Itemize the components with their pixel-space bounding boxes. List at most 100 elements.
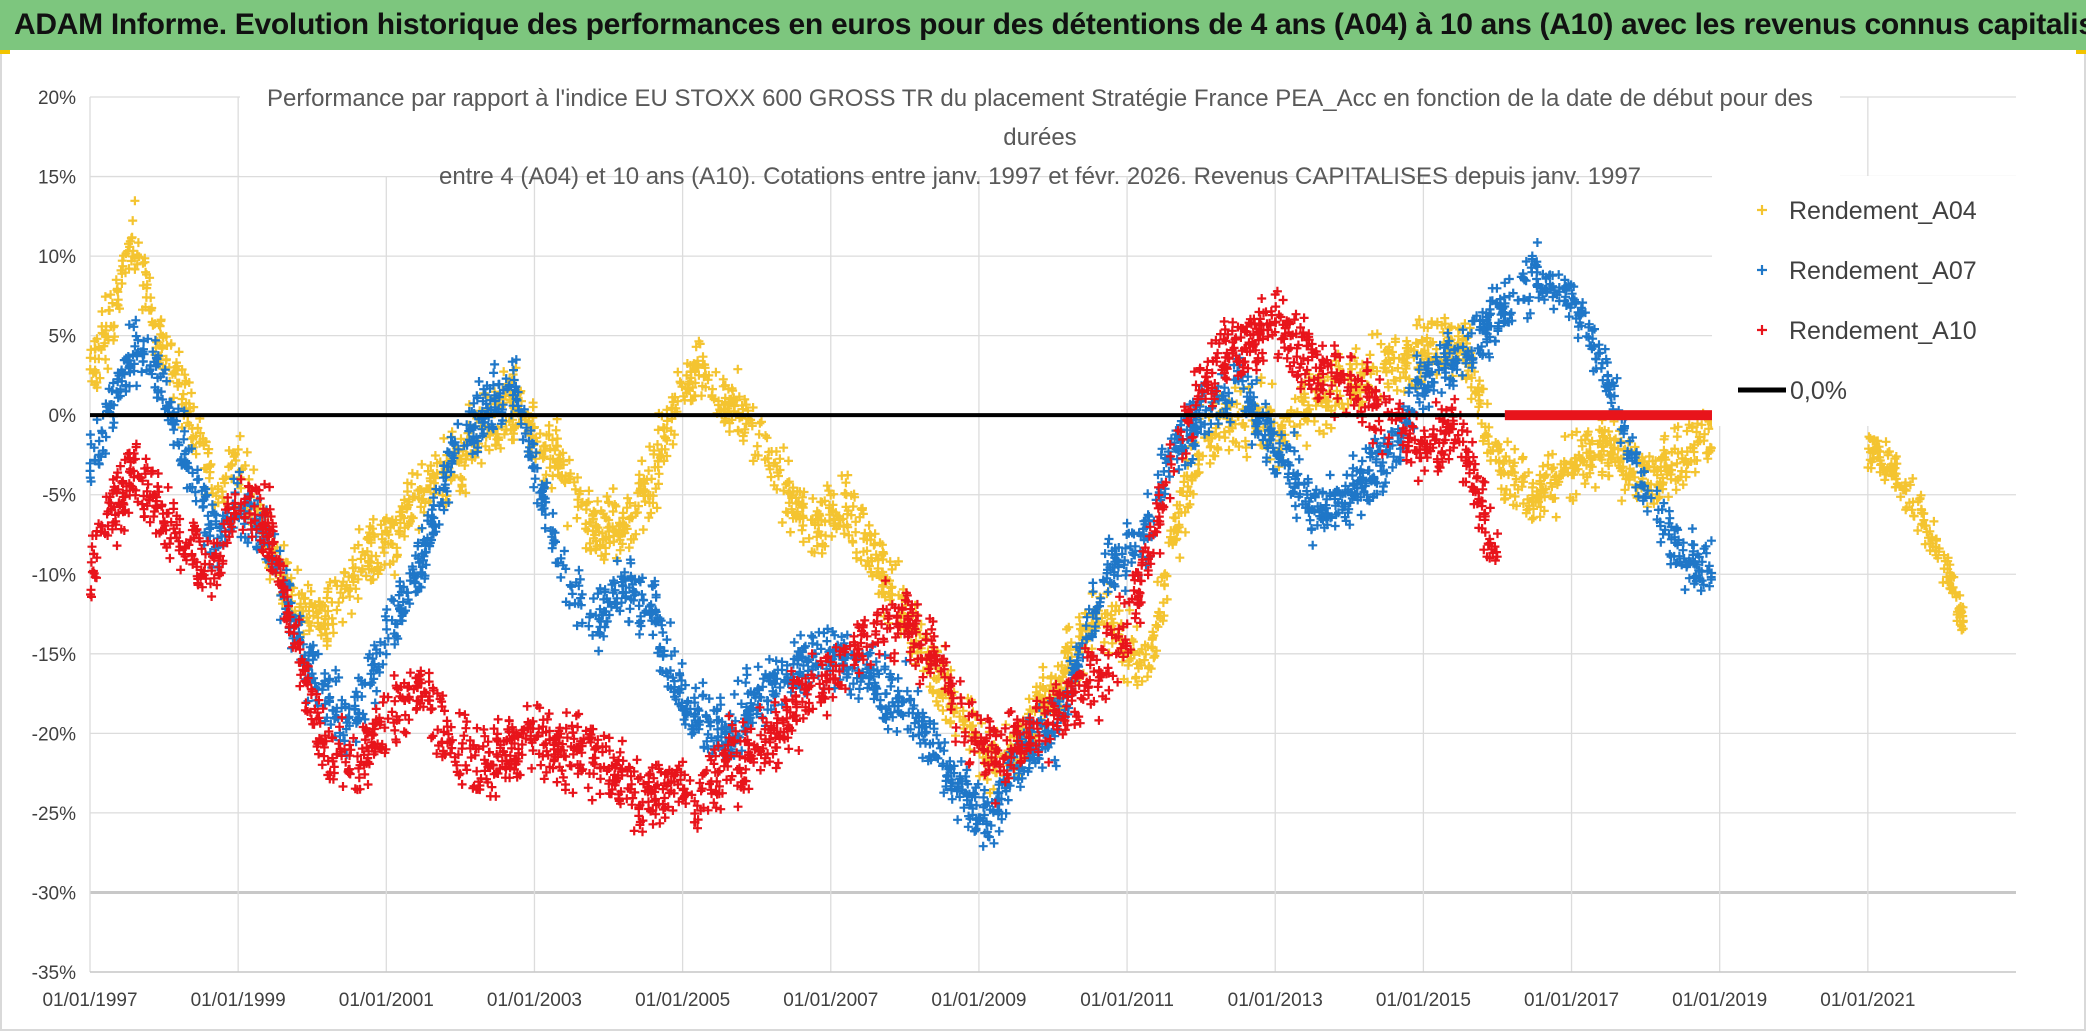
data-point [564, 455, 574, 465]
y-tick-label: 10% [38, 247, 76, 268]
data-point [350, 563, 360, 572]
y-tick-label: 0% [49, 406, 77, 427]
data-point [369, 529, 378, 539]
data-point [490, 440, 500, 450]
data-point [87, 376, 97, 386]
data-point [1466, 394, 1476, 404]
data-point [131, 315, 141, 325]
data-point [320, 614, 330, 624]
data-point [1424, 402, 1434, 412]
data-point [785, 527, 795, 537]
data-point [956, 757, 966, 766]
data-point [1642, 506, 1652, 516]
data-point [1131, 673, 1140, 683]
data-point [844, 530, 854, 540]
data-point [116, 265, 126, 275]
data-point [1162, 594, 1172, 604]
data-point [158, 395, 168, 404]
data-point [150, 335, 160, 345]
data-point [757, 417, 766, 427]
data-point [725, 427, 734, 436]
data-point [907, 648, 917, 658]
data-point [791, 493, 801, 503]
data-point [608, 507, 618, 516]
data-point [1689, 540, 1699, 550]
data-point [376, 520, 386, 530]
data-point [1664, 506, 1674, 516]
data-point [339, 567, 349, 577]
data-point [1174, 465, 1184, 474]
data-point [205, 467, 215, 477]
data-point [169, 367, 179, 377]
data-point [1031, 687, 1041, 697]
data-point [770, 458, 780, 468]
data-point [1290, 394, 1300, 404]
data-point [584, 486, 594, 496]
data-point [816, 530, 826, 540]
data-point [530, 474, 540, 484]
data-point [1166, 526, 1176, 536]
data-point [810, 520, 820, 530]
data-point [336, 588, 346, 598]
data-point [1384, 382, 1393, 392]
data-point [429, 471, 439, 481]
data-point [134, 252, 144, 262]
data-point [1417, 335, 1427, 345]
data-point [379, 548, 389, 558]
data-point [1311, 401, 1321, 411]
data-point [1664, 467, 1674, 477]
data-point [798, 521, 808, 530]
data-point [507, 435, 517, 445]
data-point [426, 461, 436, 471]
data-point [516, 419, 526, 429]
data-point [117, 279, 127, 288]
data-point [112, 299, 122, 309]
data-point [733, 425, 743, 435]
data-point [231, 456, 241, 465]
data-point [665, 666, 675, 676]
data-point [104, 335, 113, 345]
data-point [1152, 646, 1161, 656]
data-point [608, 484, 618, 494]
data-point [141, 267, 151, 277]
data-point [1890, 454, 1900, 464]
data-point [332, 605, 342, 615]
data-point [683, 384, 693, 394]
data-point [1573, 333, 1583, 343]
data-point [989, 838, 999, 848]
data-point [677, 659, 687, 668]
data-point [1158, 616, 1168, 626]
data-point [1868, 448, 1878, 458]
data-point [353, 594, 363, 603]
data-point [161, 355, 171, 365]
data-point [551, 425, 561, 435]
data-point [1351, 344, 1361, 354]
data-point [711, 367, 721, 377]
data-point [484, 445, 494, 455]
data-point [166, 339, 176, 349]
data-point [1705, 581, 1714, 591]
data-point [1124, 656, 1134, 666]
data-point [1326, 423, 1336, 433]
data-point [1583, 430, 1592, 439]
data-point [501, 424, 511, 434]
data-point [1499, 457, 1509, 466]
data-point [1651, 456, 1661, 466]
data-point [567, 589, 577, 599]
data-point [1686, 443, 1695, 452]
corner-accent-right [2076, 50, 2086, 54]
data-point [1460, 319, 1470, 329]
data-point [544, 421, 554, 430]
data-point [1066, 638, 1076, 648]
data-point [644, 513, 654, 523]
y-tick-label: -25% [32, 804, 76, 825]
data-point [397, 501, 407, 511]
data-point [861, 561, 871, 571]
data-point [1365, 350, 1375, 360]
data-point [412, 470, 422, 480]
data-point [591, 536, 601, 546]
y-axis-ticks: 20%15%10%5%0%-5%-10%-15%-20%-25%-30%-35% [32, 88, 76, 984]
data-point [600, 585, 610, 595]
data-point [1699, 580, 1709, 590]
data-point [1106, 610, 1116, 620]
